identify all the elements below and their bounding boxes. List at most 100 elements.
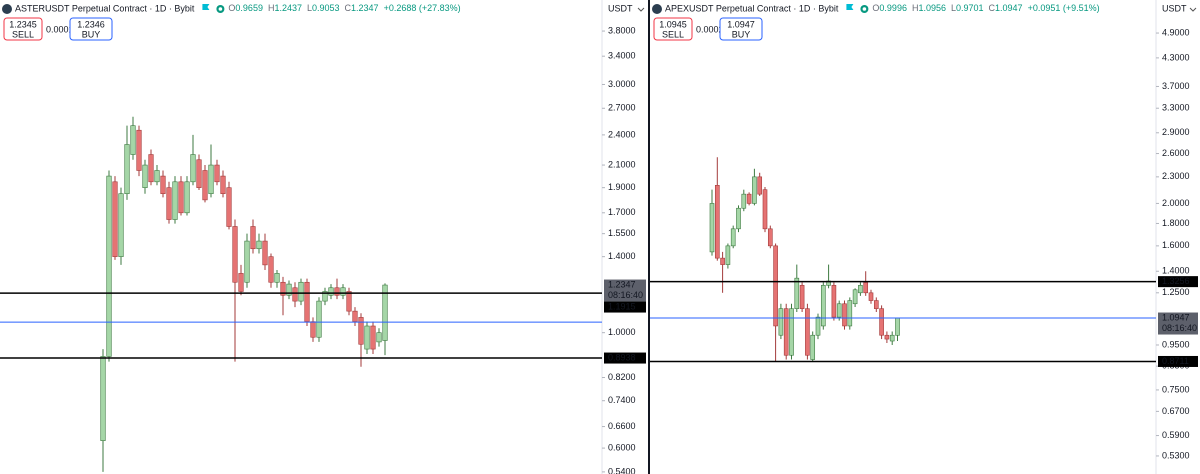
price-line-tag	[1158, 276, 1198, 288]
sell-button[interactable]	[653, 17, 693, 41]
candle-body	[238, 273, 244, 292]
candle-body	[262, 240, 268, 266]
candle-body	[858, 285, 863, 294]
candle-body	[736, 207, 741, 230]
candle-body	[805, 308, 810, 356]
y-tick-label: 1.4000	[608, 251, 636, 261]
candle-body	[873, 300, 879, 309]
candle-body	[810, 334, 816, 360]
candle-body	[895, 317, 900, 336]
sell-price: 1.2345	[9, 19, 37, 29]
candle-body	[842, 303, 847, 327]
sell-button[interactable]	[3, 17, 43, 41]
y-tick-label: 1.5500	[608, 228, 636, 238]
candle-body	[847, 300, 853, 327]
y-tick-label: 0.6600	[608, 421, 636, 431]
candle-body	[160, 175, 166, 194]
y-tick-label: 3.3000	[1162, 103, 1190, 113]
symbol-title: ASTERUSDT Perpetual Contract · 1D · Bybi…	[15, 3, 195, 13]
y-tick-label: 1.7000	[608, 207, 636, 217]
y-tick-label: 3.7000	[1162, 81, 1190, 91]
candle-body	[831, 285, 837, 318]
candle-body	[148, 154, 154, 183]
candle-body	[879, 308, 884, 336]
currency-selector[interactable]: USDT	[1162, 3, 1187, 13]
ohlc-key: O	[872, 3, 879, 13]
ohlc-value: 1.2347	[351, 3, 379, 13]
candle-body	[741, 193, 747, 209]
candle-body	[767, 228, 773, 247]
candle-body	[340, 287, 346, 296]
y-tick-label: 1.4000	[1162, 266, 1190, 276]
ohlc-value: 0.9996	[879, 3, 907, 13]
price-tag-label: 1.2347	[608, 279, 636, 289]
symbol-title: APEXUSDT Perpetual Contract · 1D · Bybit	[665, 3, 839, 13]
buy-price: 1.0947	[727, 19, 755, 29]
candle-body	[208, 164, 214, 194]
candle-body	[725, 245, 731, 265]
status-icon-core	[218, 7, 223, 11]
y-tick-label: 2.0000	[1162, 198, 1190, 208]
candle-body	[244, 240, 250, 283]
change-value: +0.0951 (+9.51%)	[1028, 3, 1100, 13]
candle-body	[836, 303, 842, 318]
y-tick-label: 0.5400	[608, 466, 636, 474]
flag-icon	[846, 4, 854, 10]
change-value: +0.2688 (+27.83%)	[384, 3, 461, 13]
ohlc-legend: O0.9996 H1.0956 L0.9701 C1.0947 +0.0951 (+9.…	[872, 3, 1099, 13]
candle-body	[316, 300, 322, 338]
candle-body	[868, 292, 874, 301]
y-tick-label: 2.3000	[1162, 171, 1190, 181]
candle-body	[364, 325, 370, 350]
y-tick-label: 2.9000	[1162, 127, 1190, 137]
y-tick-label: 0.6000	[608, 442, 636, 452]
y-tick-label: 3.0000	[608, 79, 636, 89]
y-tick-label: 1.9000	[608, 182, 636, 192]
y-tick-label: 1.0000	[608, 327, 636, 337]
candle-body	[720, 257, 725, 265]
candle-body	[130, 125, 136, 155]
candle-body	[250, 226, 256, 250]
candle-body	[172, 181, 178, 220]
candle-body	[286, 283, 292, 296]
currency-selector[interactable]: USDT	[608, 3, 633, 13]
y-tick-label: 2.4000	[608, 129, 636, 139]
buy-label: BUY	[732, 29, 751, 39]
y-tick-label: 1.6000	[1162, 240, 1190, 250]
flag-icon	[202, 4, 210, 10]
candle-body	[166, 187, 172, 220]
candle-body	[820, 285, 826, 327]
ohlc-key: C	[345, 3, 352, 13]
candle-body	[746, 193, 752, 204]
candle-body	[376, 332, 382, 343]
candle-body	[232, 226, 238, 283]
candle-body	[220, 175, 226, 194]
ohlc-value: 1.0956	[918, 3, 946, 13]
y-tick-label: 1.2500	[1162, 287, 1190, 297]
symbol-icon	[652, 4, 662, 14]
y-tick-label: 0.8200	[608, 372, 636, 382]
spread: 0.0001	[46, 24, 74, 34]
sell-label: SELL	[662, 29, 684, 39]
candle-body	[778, 308, 784, 336]
candle-body	[184, 181, 190, 214]
dropdown-caret	[1189, 7, 1197, 12]
y-tick-label: 1.8000	[1162, 218, 1190, 228]
ohlc-key: L	[951, 3, 956, 13]
candle-body	[280, 281, 286, 296]
candle-body	[752, 176, 757, 204]
buy-label: BUY	[82, 29, 101, 39]
price-line-tag	[604, 352, 646, 364]
y-tick-label: 4.9000	[1162, 27, 1190, 37]
ohlc-value: 0.9701	[956, 3, 984, 13]
countdown-label: 08:16:40	[1162, 323, 1197, 333]
ohlc-key: O	[228, 3, 235, 13]
sell-label: SELL	[12, 29, 34, 39]
buy-button[interactable]	[719, 17, 763, 41]
candle-body	[863, 282, 869, 294]
buy-button[interactable]	[69, 17, 113, 41]
candle-body	[196, 159, 202, 188]
buy-price: 1.2346	[77, 19, 105, 29]
